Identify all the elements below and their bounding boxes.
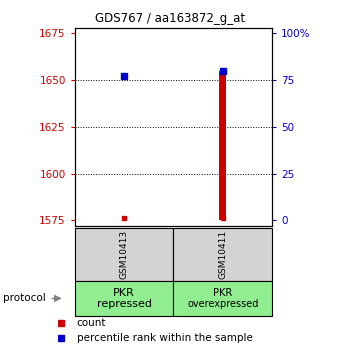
Text: GSM10411: GSM10411 [218,230,227,279]
Text: GDS767 / aa163872_g_at: GDS767 / aa163872_g_at [95,12,245,25]
Bar [75,228,173,281]
Text: count: count [77,318,106,327]
Text: GSM10413: GSM10413 [120,230,129,279]
Bar [173,228,272,281]
Bar [219,71,226,220]
Text: percentile rank within the sample: percentile rank within the sample [77,333,253,343]
Bar [173,281,272,316]
Text: PKR
repressed: PKR repressed [97,288,152,309]
Text: PKR
overexpressed: PKR overexpressed [187,288,258,309]
Text: protocol: protocol [3,294,46,303]
Bar [75,281,173,316]
